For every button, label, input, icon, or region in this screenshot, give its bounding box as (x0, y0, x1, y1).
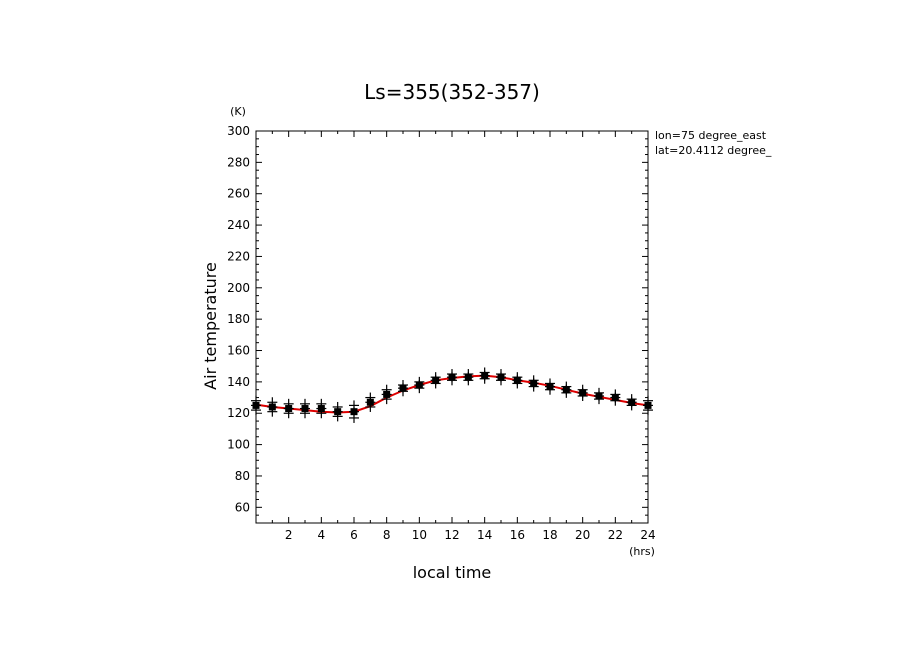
y-tick-label: 180 (227, 312, 250, 326)
plot-frame (255, 130, 649, 524)
x-unit-label: (hrs) (629, 545, 655, 558)
x-tick-label: 10 (412, 528, 427, 542)
y-axis-label: Air temperature (201, 262, 220, 390)
chart-title: Ls=355(352-357) (364, 80, 540, 104)
data-point (447, 369, 457, 386)
data-point (496, 369, 506, 386)
data-point (300, 398, 310, 419)
data-point (479, 367, 490, 384)
data-point (430, 372, 441, 389)
data-point (332, 401, 343, 422)
y-tick-label: 100 (227, 438, 250, 452)
data-point (561, 381, 572, 398)
x-tick-label: 12 (444, 528, 459, 542)
annotation-lon: lon=75 degree_east (655, 129, 767, 142)
x-tick-label: 24 (640, 528, 655, 542)
data-point (512, 372, 523, 389)
y-tick-label: 300 (227, 124, 250, 138)
y-tick-label: 280 (227, 155, 250, 169)
data-point (577, 384, 588, 401)
data-point (594, 387, 604, 405)
y-tick-label: 120 (227, 406, 250, 420)
y-tick-label: 140 (227, 375, 250, 389)
x-tick-label: 2 (285, 528, 293, 542)
x-axis-label: local time (413, 563, 492, 582)
y-tick-label: 60 (235, 500, 250, 514)
data-point (349, 400, 359, 423)
y-tick-label: 160 (227, 344, 250, 358)
data-points-layer (251, 367, 653, 423)
data-point (365, 392, 376, 412)
data-point (316, 398, 327, 419)
y-tick-label: 240 (227, 218, 250, 232)
y-tick-label: 260 (227, 187, 250, 201)
data-point (626, 394, 637, 411)
data-point (463, 369, 474, 386)
x-tick-label: 18 (542, 528, 557, 542)
data-point (528, 375, 539, 392)
data-point (283, 398, 294, 419)
data-point (414, 376, 425, 394)
data-point (545, 378, 555, 395)
data-point (267, 397, 278, 417)
y-tick-label: 80 (235, 469, 250, 483)
x-tick-label: 4 (318, 528, 326, 542)
y-unit-label: (K) (230, 105, 246, 118)
x-tick-label: 8 (383, 528, 391, 542)
x-tick-label: 20 (575, 528, 590, 542)
y-tick-label: 220 (227, 249, 250, 263)
data-point (398, 380, 408, 397)
x-tick-label: 14 (477, 528, 492, 542)
data-point (381, 384, 392, 405)
data-point (610, 389, 621, 406)
annotation-lat: lat=20.4112 degree_ (655, 144, 772, 157)
x-tick-label: 16 (510, 528, 525, 542)
x-tick-label: 6 (350, 528, 358, 542)
x-tick-label: 22 (608, 528, 623, 542)
y-tick-label: 200 (227, 281, 250, 295)
